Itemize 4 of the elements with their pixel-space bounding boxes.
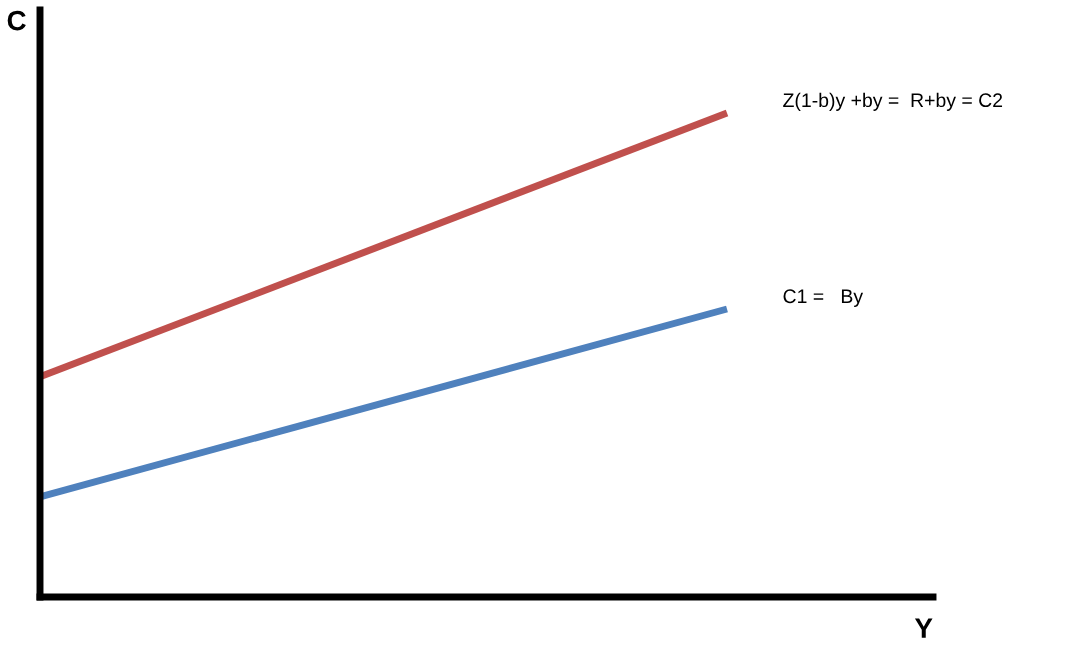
x-axis-title: Y — [914, 618, 933, 638]
text: Z(1-b)y +by = R+by = C2 — [783, 92, 1003, 111]
y-axis-title: C — [7, 10, 26, 31]
text: C1 = By — [783, 289, 864, 307]
